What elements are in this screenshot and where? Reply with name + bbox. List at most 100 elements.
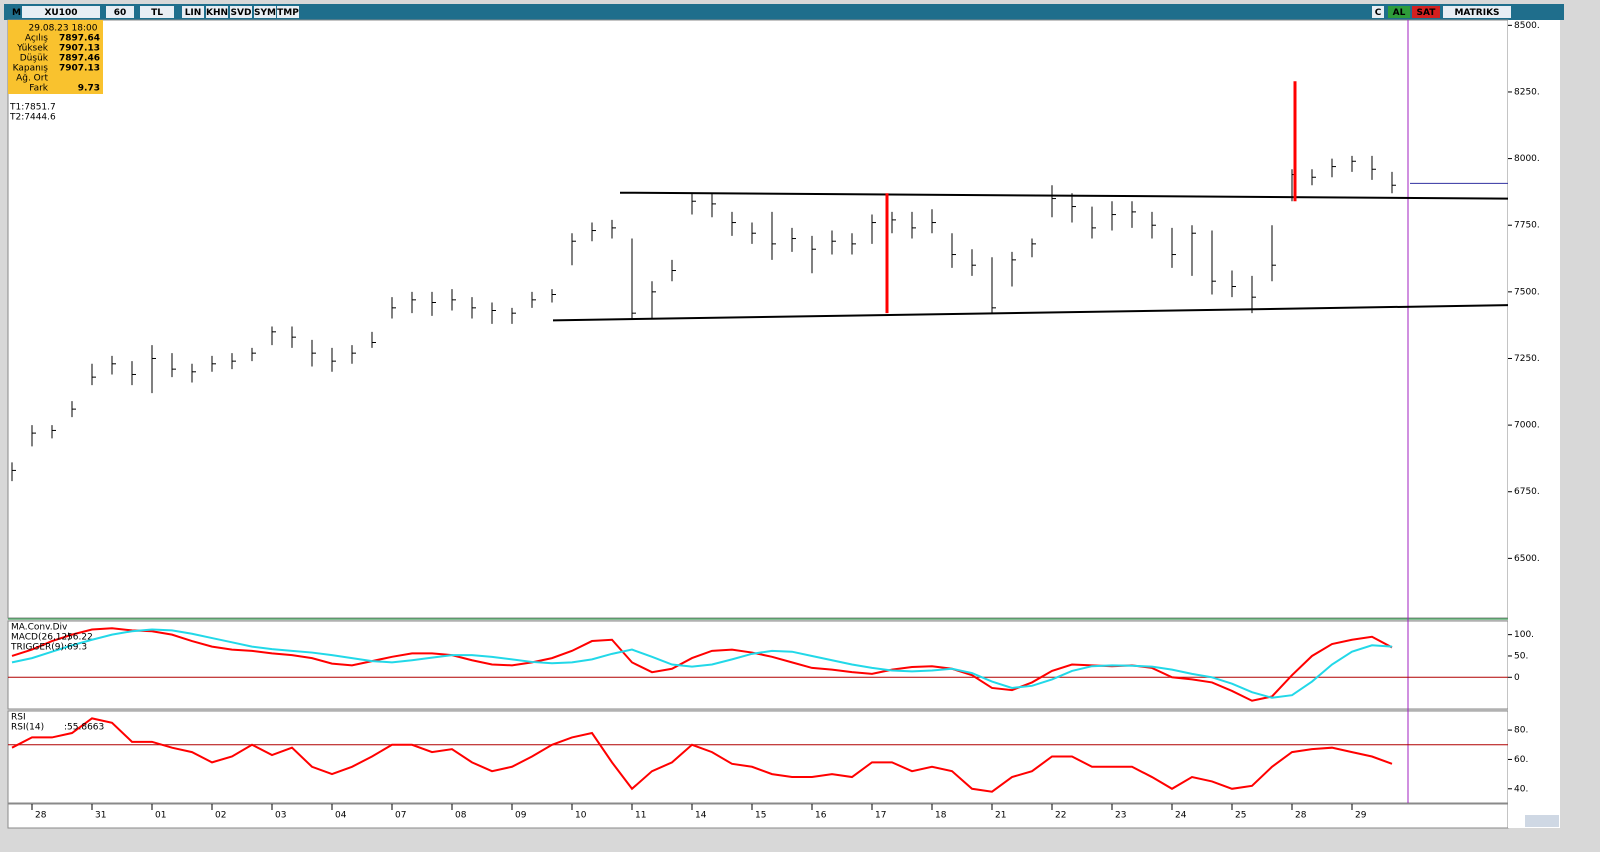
legend-name: MACD(26,12) bbox=[11, 633, 71, 643]
x-axis-area bbox=[7, 803, 1509, 829]
toolbar-button[interactable] bbox=[277, 6, 299, 18]
toolbar-button[interactable] bbox=[254, 6, 276, 18]
info-label: Fark bbox=[29, 84, 49, 94]
info-value: 7907.13 bbox=[59, 44, 100, 54]
legend-value: :69.3 bbox=[64, 643, 87, 653]
layer: M XU100 60 TL LIN KHN SVD SYM TMP C AL SAT MATRIKS bbox=[12, 8, 1500, 18]
toolbar-button[interactable] bbox=[1372, 6, 1384, 18]
info-value: 7897.64 bbox=[59, 34, 100, 44]
toolbar-button[interactable] bbox=[1412, 6, 1440, 18]
y-tick-label: 100. bbox=[1514, 630, 1534, 640]
y-tick-label: 0 bbox=[1514, 673, 1520, 683]
series-line bbox=[11, 717, 1393, 793]
x-tick-label: 18 bbox=[935, 811, 947, 821]
toolbar-label: C bbox=[1375, 8, 1382, 18]
toolbar-label: AL bbox=[1393, 8, 1406, 18]
x-tick-label: 25 bbox=[1235, 811, 1246, 821]
y-tick-label: 6500. bbox=[1514, 554, 1540, 564]
x-tick-label: 04 bbox=[335, 811, 347, 821]
toolbar bbox=[4, 4, 1564, 20]
y-tick-label: 60. bbox=[1514, 755, 1528, 765]
toolbar-label: SVD bbox=[231, 8, 252, 18]
series-line bbox=[11, 627, 1393, 702]
x-tick-label: 24 bbox=[1175, 811, 1187, 821]
price-panel bbox=[7, 19, 1509, 619]
info-label: Düşük bbox=[20, 54, 49, 64]
info-label: Açılış bbox=[25, 34, 48, 44]
rsi-panel bbox=[7, 710, 1509, 804]
target-label: T2:7444.6 bbox=[9, 113, 56, 123]
x-tick-label: 31 bbox=[95, 811, 106, 821]
panel-title: MA.Conv.Div bbox=[11, 623, 68, 633]
trendline bbox=[552, 304, 1509, 322]
info-value: 9.73 bbox=[78, 84, 100, 94]
toolbar-button[interactable] bbox=[106, 6, 134, 18]
x-tick-label: 17 bbox=[875, 811, 886, 821]
info-label: Yüksek bbox=[16, 44, 49, 54]
y-tick-label: 8500. bbox=[1514, 21, 1540, 31]
y-tick-label: 7250. bbox=[1514, 354, 1540, 364]
info-value: 7897.46 bbox=[59, 54, 100, 64]
panel-title: RSI bbox=[11, 713, 26, 723]
x-tick-label: 10 bbox=[575, 811, 587, 821]
x-tick-label: 29 bbox=[1355, 811, 1367, 821]
y-tick-label: 40. bbox=[1514, 784, 1528, 794]
x-tick-label: 03 bbox=[275, 811, 286, 821]
scroll-buttons[interactable] bbox=[1525, 815, 1559, 827]
toolbar-label: MATRIKS bbox=[1454, 8, 1499, 18]
toolbar-label: M bbox=[12, 8, 21, 18]
toolbar-button[interactable] bbox=[140, 6, 174, 18]
y-tick-label: 7500. bbox=[1514, 287, 1540, 297]
toolbar-button[interactable] bbox=[182, 6, 204, 18]
x-tick-label: 21 bbox=[995, 811, 1006, 821]
toolbar-button[interactable] bbox=[22, 6, 100, 18]
toolbar-label: TMP bbox=[277, 8, 299, 18]
x-tick-label: 11 bbox=[635, 811, 646, 821]
toolbar-button[interactable] bbox=[1388, 6, 1410, 18]
x-tick-label: 15 bbox=[755, 811, 766, 821]
x-tick-label: 23 bbox=[1115, 811, 1126, 821]
toolbar-label: SAT bbox=[1417, 8, 1437, 18]
toolbar-button[interactable] bbox=[230, 6, 252, 18]
toolbar-label: SYM bbox=[254, 8, 276, 18]
y-tick-label: 7750. bbox=[1514, 221, 1540, 231]
legend-name: RSI(14) bbox=[11, 723, 44, 733]
x-tick-label: 08 bbox=[455, 811, 467, 821]
target-label: T1:7851.7 bbox=[9, 103, 56, 113]
x-tick-label: 28 bbox=[1295, 811, 1307, 821]
info-label: Kapanış bbox=[13, 64, 49, 74]
toolbar-button[interactable] bbox=[1443, 6, 1511, 18]
y-tick-label: 80. bbox=[1514, 726, 1528, 736]
y-tick-label: 8250. bbox=[1514, 87, 1540, 97]
series-line bbox=[11, 628, 1393, 699]
y-tick-label: 8000. bbox=[1514, 154, 1540, 164]
toolbar-button[interactable] bbox=[206, 6, 228, 18]
info-box bbox=[8, 20, 103, 94]
toolbar-label: KHN bbox=[206, 8, 228, 18]
x-tick-label: 28 bbox=[35, 811, 47, 821]
info-value: 7907.13 bbox=[59, 64, 100, 74]
info-label: Ağ. Ort bbox=[16, 74, 48, 84]
x-tick-label: 22 bbox=[1055, 811, 1066, 821]
toolbar-label: XU100 bbox=[44, 8, 77, 18]
toolbar-label: LIN bbox=[185, 8, 202, 18]
info-date: 29.08.23 18:00 bbox=[29, 24, 98, 34]
x-tick-label: 07 bbox=[395, 811, 406, 821]
x-tick-label: 02 bbox=[215, 811, 226, 821]
trendline bbox=[619, 191, 1509, 200]
y-axis-area bbox=[1508, 20, 1560, 828]
x-tick-label: 09 bbox=[515, 811, 527, 821]
y-tick-label: 6750. bbox=[1514, 487, 1540, 497]
toolbar-label: TL bbox=[151, 8, 163, 18]
legend-name: TRIGGER(9) bbox=[10, 643, 64, 653]
legend-value: :56.22 bbox=[64, 633, 93, 643]
x-tick-label: 16 bbox=[815, 811, 827, 821]
y-tick-label: 7000. bbox=[1514, 421, 1540, 431]
legend-value: :55.8663 bbox=[64, 723, 104, 733]
x-tick-label: 01 bbox=[155, 811, 166, 821]
toolbar-label: 60 bbox=[114, 8, 127, 18]
y-tick-label: 50. bbox=[1514, 651, 1528, 661]
x-tick-label: 14 bbox=[695, 811, 707, 821]
